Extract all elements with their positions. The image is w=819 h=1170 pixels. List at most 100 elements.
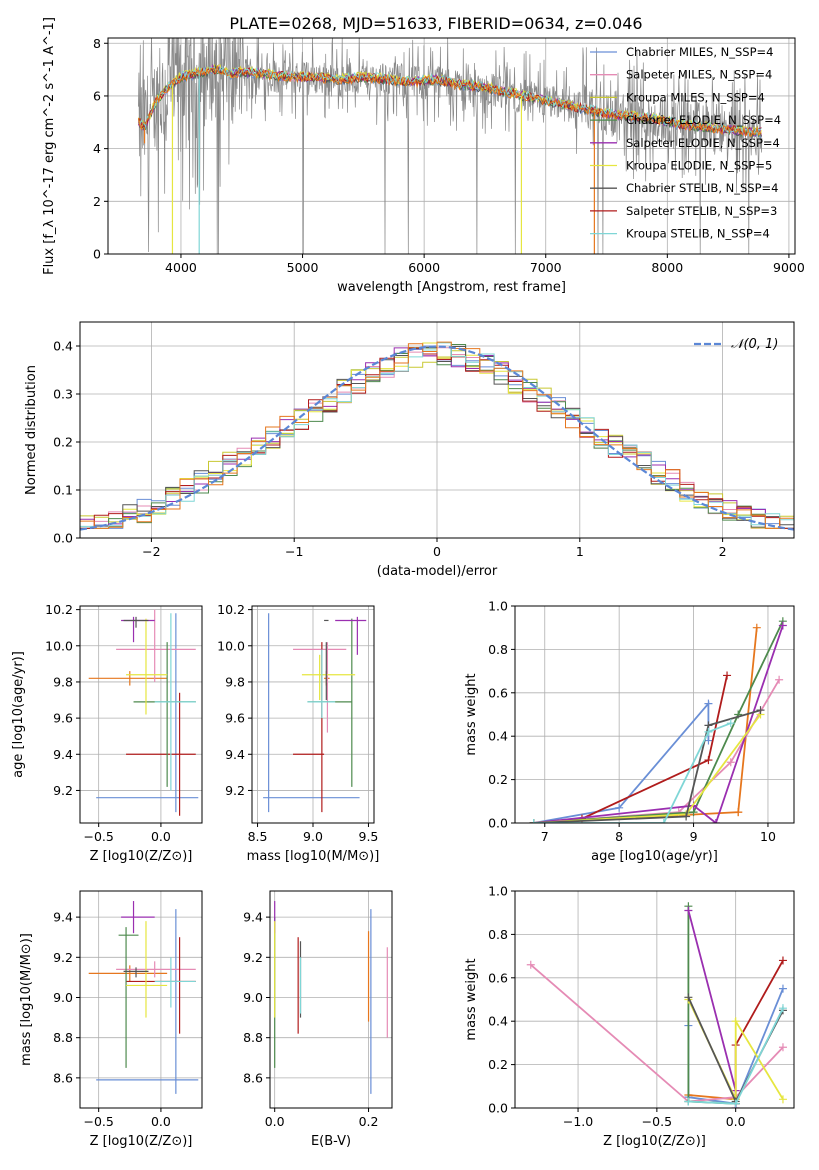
y-tick-label: 0.2: [53, 435, 73, 450]
chart-panel-2: −2 −1 0 1 2 0.0 0.1 0.2 0.3 0.4 (data-model)/error…: [24, 321, 795, 579]
series-point: [529, 819, 538, 823]
mass-weight-series: [530, 964, 784, 1103]
y-tick-label: 0.4: [53, 339, 73, 354]
y-tick-label: 10.2: [217, 602, 245, 617]
normal-curve: [80, 345, 794, 531]
y-axis-label: Normed distribution: [24, 365, 39, 495]
y-tick-label: 0.2: [488, 1057, 508, 1072]
x-tick-label: −0.5: [83, 829, 113, 844]
series-point: [778, 984, 787, 993]
plot-area: [526, 902, 787, 1108]
y-tick-label: 0.3: [53, 387, 73, 402]
y-tick-label: 6: [93, 88, 101, 103]
chart-panel-5: 7 8 9 10 0.0 0.2 0.4 0.6 0.8 1.0 age [log10(age/yr…: [464, 599, 795, 864]
series-point: [778, 1095, 787, 1104]
legend-entry: 𝒩(0, 1): [731, 337, 778, 352]
x-tick-label: 6000: [408, 260, 440, 275]
x-tick-label: 8000: [651, 260, 683, 275]
axes-frame: [79, 605, 203, 824]
y-axis-label: age [log10(age/yr)]: [11, 651, 26, 778]
series-point: [731, 1099, 740, 1108]
series-point: [726, 719, 735, 728]
x-tick-label: 9.5: [359, 829, 379, 844]
plot-area: [529, 617, 787, 823]
x-tick-label: 2: [719, 544, 727, 559]
legend-entry: Kroupa MILES, N_SSP=4: [626, 90, 765, 104]
x-axis-label: (data-model)/error: [377, 564, 498, 579]
y-tick-label: 9.6: [53, 711, 73, 726]
y-tick-label: 9.0: [243, 990, 263, 1005]
x-axis-label: age [log10(age/yr)]: [591, 849, 718, 864]
x-axis-label: Z [log10(Z/Z⊙)]: [603, 1134, 706, 1149]
plot-area: [274, 901, 388, 1094]
mass-weight-series: [533, 722, 732, 823]
mass-weight-series: [533, 709, 761, 823]
series-point: [659, 819, 668, 823]
x-tick-label: −0.5: [642, 1114, 672, 1129]
y-tick-label: 10.2: [45, 602, 73, 617]
series-point: [731, 1017, 740, 1026]
histogram-series: [80, 341, 794, 529]
x-tick-label: 9000: [773, 260, 805, 275]
series-point: [684, 906, 693, 915]
y-tick-label: 0: [93, 247, 101, 262]
legend-entry: Salpeter STELIB, N_SSP=3: [626, 204, 777, 218]
chart-panel-4: 8.5 9.0 9.5 9.2 9.4 9.6 9.8 10.0 10.2 mass [log10…: [217, 602, 379, 864]
legend: Chabrier MILES, N_SSP=4 Salpeter MILES, N…: [590, 45, 781, 241]
series-point: [723, 671, 732, 680]
series-point: [778, 1043, 787, 1052]
series-point: [704, 727, 713, 736]
plot-area: [88, 609, 199, 816]
legend: 𝒩(0, 1): [694, 337, 778, 352]
y-axis-label: mass [log10(M/M⊙)]: [19, 933, 34, 1066]
y-tick-label: 8.6: [53, 1070, 73, 1085]
y-tick-label: 9.0: [53, 990, 73, 1005]
chart-panel-7: 0.0 0.2 8.6 8.8 9.0 9.2 9.4 E(B-V): [243, 890, 393, 1149]
axes-frame: [79, 321, 795, 539]
panels: 4000 5000 6000 7000 8000 9000 0 2 4 6 8 wavelength …: [11, 17, 805, 1149]
y-tick-label: 9.4: [243, 910, 263, 925]
y-tick-label: 0.6: [488, 970, 508, 985]
series-point: [684, 1097, 693, 1106]
series-point: [778, 1004, 787, 1013]
mass-weight-series: [533, 620, 784, 823]
x-tick-label: 5000: [287, 260, 319, 275]
y-tick-label: 0.0: [488, 816, 508, 831]
series-point: [734, 808, 743, 817]
y-tick-label: 9.6: [225, 711, 245, 726]
chart-panel-6: −0.5 0.0 8.6 8.8 9.0 9.2 9.4 Z [log10(Z/Z⊙)] mas…: [19, 890, 203, 1149]
chart-panel-8: −1.0 −0.5 0.0 0.0 0.2 0.4 0.6 0.8 1.0 Z [log10(Z/…: [464, 884, 795, 1149]
series-point: [704, 756, 713, 765]
x-tick-label: 4000: [165, 260, 197, 275]
axes-frame: [79, 890, 203, 1109]
x-tick-label: 0.0: [265, 1114, 285, 1129]
model-spectrum: [137, 66, 762, 138]
x-tick-label: 7000: [530, 260, 562, 275]
legend-entry: Kroupa ELODIE, N_SSP=5: [626, 159, 772, 173]
series-point: [711, 819, 720, 823]
y-tick-label: 9.8: [53, 674, 73, 689]
y-tick-label: 0.4: [488, 729, 508, 744]
x-axis-label: mass [log10(M/M⊙)]: [247, 849, 380, 864]
legend-entry: Salpeter ELODIE, N_SSP=4: [626, 136, 780, 150]
y-tick-label: 0.0: [488, 1101, 508, 1116]
series-point: [704, 736, 713, 745]
y-tick-label: 0.2: [488, 772, 508, 787]
y-tick-label: 9.4: [53, 910, 73, 925]
y-tick-label: 0.1: [53, 483, 73, 498]
axes-frame: [107, 37, 796, 255]
mass-weight-series: [533, 625, 784, 823]
y-tick-label: 0.4: [488, 1014, 508, 1029]
x-tick-label: 0.2: [359, 1114, 379, 1129]
axes-frame: [514, 890, 795, 1109]
y-tick-label: 2: [93, 194, 101, 209]
legend-entry: Chabrier ELODIE, N_SSP=4: [626, 113, 781, 127]
y-tick-label: 0.8: [488, 642, 508, 657]
x-tick-label: 10: [760, 829, 776, 844]
x-axis-label: Z [log10(Z/Z⊙)]: [90, 849, 193, 864]
figure-title: PLATE=0268, MJD=51633, FIBERID=0634, z=0…: [229, 14, 642, 33]
x-tick-label: 8: [615, 829, 623, 844]
plot-area: [137, 38, 763, 254]
y-tick-label: 1.0: [488, 599, 508, 614]
